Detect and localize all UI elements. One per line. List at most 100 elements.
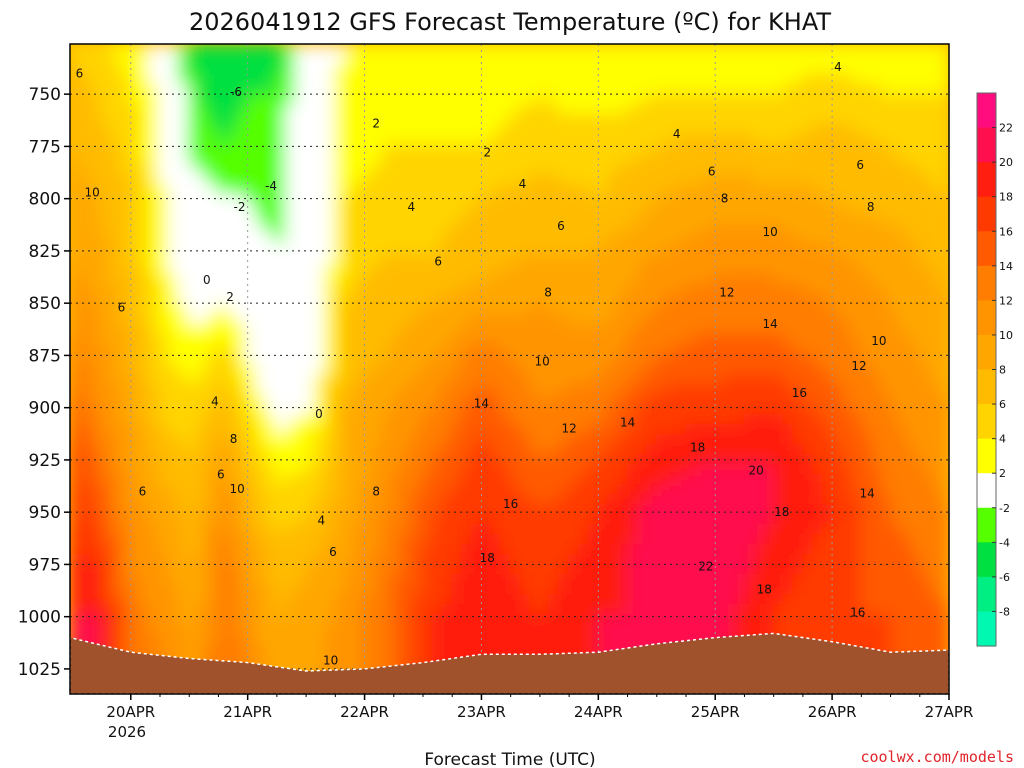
colorbar-tick-label: 16 bbox=[999, 225, 1013, 238]
colorbar: 22 20 18 16 14 12 10 8 6 4 2 -2 -4 -6 -8 bbox=[976, 92, 1013, 647]
y-tick-label: 875 bbox=[29, 346, 61, 366]
y-axis: 750 775 800 825 850 875 900 925 950 975 1000 1025 bbox=[18, 85, 70, 680]
contour-label: 10 bbox=[535, 355, 550, 369]
colorbar-tick-label: 6 bbox=[999, 398, 1006, 411]
contour-label: 6 bbox=[139, 484, 147, 498]
colorbar-band bbox=[977, 542, 996, 578]
colorbar-band bbox=[977, 473, 996, 509]
contour-label: 20 bbox=[748, 463, 763, 477]
contour-label: 6 bbox=[118, 300, 126, 314]
contour-label: 18 bbox=[480, 551, 495, 565]
y-tick-label: 800 bbox=[29, 190, 61, 210]
colorbar-tick-label: 20 bbox=[999, 156, 1013, 169]
colorbar-band bbox=[977, 576, 996, 613]
colorbar-band bbox=[977, 404, 996, 440]
y-tick-label: 925 bbox=[29, 451, 61, 471]
y-tick-label: 1025 bbox=[18, 660, 61, 680]
contour-label: 14 bbox=[474, 397, 489, 411]
contour-label: 12 bbox=[851, 359, 866, 373]
contour-label: -6 bbox=[230, 85, 242, 99]
contour-label: 18 bbox=[690, 440, 705, 454]
colorbar-band bbox=[977, 231, 996, 267]
contour-label: 12 bbox=[561, 422, 576, 436]
contour-label: 4 bbox=[407, 200, 415, 214]
colorbar-tick-label: 22 bbox=[999, 122, 1013, 135]
colorbar-band bbox=[977, 196, 996, 232]
contour-label: 0 bbox=[315, 407, 323, 421]
contour-label: 8 bbox=[230, 432, 238, 446]
colorbar-band bbox=[977, 162, 996, 198]
plot-area: 61066-6-4-202468100461024682468101214141… bbox=[70, 44, 949, 694]
ground-surface bbox=[70, 632, 949, 694]
colorbar-tick-label: -2 bbox=[999, 502, 1010, 515]
y-tick-label: 775 bbox=[29, 137, 61, 157]
colorbar-tick-label: 4 bbox=[999, 433, 1006, 446]
colorbar-tick-label: -8 bbox=[999, 605, 1010, 618]
contour-labels: 61066-6-4-202468100461024682468101214141… bbox=[76, 60, 887, 668]
y-tick-label: 850 bbox=[29, 294, 61, 314]
colorbar-tick-label: -4 bbox=[999, 536, 1010, 549]
x-tick-label: 23APR bbox=[457, 703, 506, 721]
contour-label: 2 bbox=[372, 116, 380, 130]
contour-label: 22 bbox=[698, 560, 713, 574]
contour-label: 12 bbox=[719, 286, 734, 300]
colorbar-band bbox=[977, 127, 996, 163]
contour-label: 16 bbox=[503, 497, 518, 511]
x-tick-label: 27APR bbox=[925, 703, 974, 721]
contour-label: 6 bbox=[76, 66, 84, 80]
x-tick-label: 22APR bbox=[340, 703, 389, 721]
contour-label: 14 bbox=[620, 415, 635, 429]
contour-label: 4 bbox=[673, 127, 681, 141]
plot-frame bbox=[69, 43, 950, 695]
y-tick-label: 950 bbox=[29, 503, 61, 523]
contour-label: 8 bbox=[721, 192, 729, 206]
contour-label: 2 bbox=[483, 146, 491, 160]
contour-label: 4 bbox=[317, 514, 325, 528]
contour-label: 8 bbox=[867, 200, 875, 214]
contour-label: -4 bbox=[265, 179, 277, 193]
colorbar-band bbox=[977, 334, 996, 371]
contour-label: 4 bbox=[519, 177, 527, 191]
y-tick-label: 1000 bbox=[18, 608, 61, 628]
colorbar-band bbox=[977, 438, 996, 474]
contour-label: 6 bbox=[217, 468, 225, 482]
contour-label: 6 bbox=[856, 158, 864, 172]
colorbar-band bbox=[977, 93, 996, 129]
colorbar-band bbox=[977, 611, 996, 647]
contour-label: 18 bbox=[757, 583, 772, 597]
contour-label: 14 bbox=[860, 486, 875, 500]
colorbar-tick-label: 14 bbox=[999, 260, 1013, 273]
contour-label: 10 bbox=[323, 654, 338, 668]
colorbar-tick-label: 2 bbox=[999, 467, 1006, 480]
contour-label: 6 bbox=[708, 165, 716, 179]
x-tick-label: 21APR bbox=[223, 703, 272, 721]
x-axis-label: Forecast Time (UTC) bbox=[424, 750, 595, 768]
contour-label: 16 bbox=[792, 386, 807, 400]
credit-text[interactable]: coolwx.com/models bbox=[860, 748, 1014, 766]
contour-label: 10 bbox=[763, 225, 778, 239]
contour-label: 4 bbox=[211, 394, 219, 408]
contour-label: 6 bbox=[434, 254, 442, 268]
x-tick-year: 2026 bbox=[108, 723, 146, 741]
x-axis: 20APR 21APR 22APR 23APR 24APR 25APR 26APR 27APR bbox=[106, 694, 973, 721]
contour-label: 10 bbox=[871, 334, 886, 348]
contour-label: 18 bbox=[774, 505, 789, 519]
colorbar-band bbox=[977, 265, 996, 301]
y-tick-label: 900 bbox=[29, 399, 61, 419]
y-tick-label: 825 bbox=[29, 242, 61, 262]
colorbar-tick-label: 10 bbox=[999, 329, 1013, 342]
colorbar-band bbox=[977, 369, 996, 405]
colorbar-tick-label: 12 bbox=[999, 294, 1013, 307]
contour-label: 10 bbox=[230, 482, 245, 496]
colorbar-tick-label: 8 bbox=[999, 364, 1006, 377]
colorbar-band bbox=[977, 300, 996, 336]
x-tick-label: 26APR bbox=[808, 703, 857, 721]
x-tick-label: 20APR bbox=[106, 703, 155, 721]
contour-label: 14 bbox=[763, 317, 778, 331]
contour-label: 4 bbox=[834, 60, 842, 74]
x-tick-label: 24APR bbox=[574, 703, 623, 721]
contour-label: 16 bbox=[850, 606, 865, 620]
y-tick-label: 750 bbox=[29, 85, 61, 105]
contour-label: 2 bbox=[226, 290, 234, 304]
